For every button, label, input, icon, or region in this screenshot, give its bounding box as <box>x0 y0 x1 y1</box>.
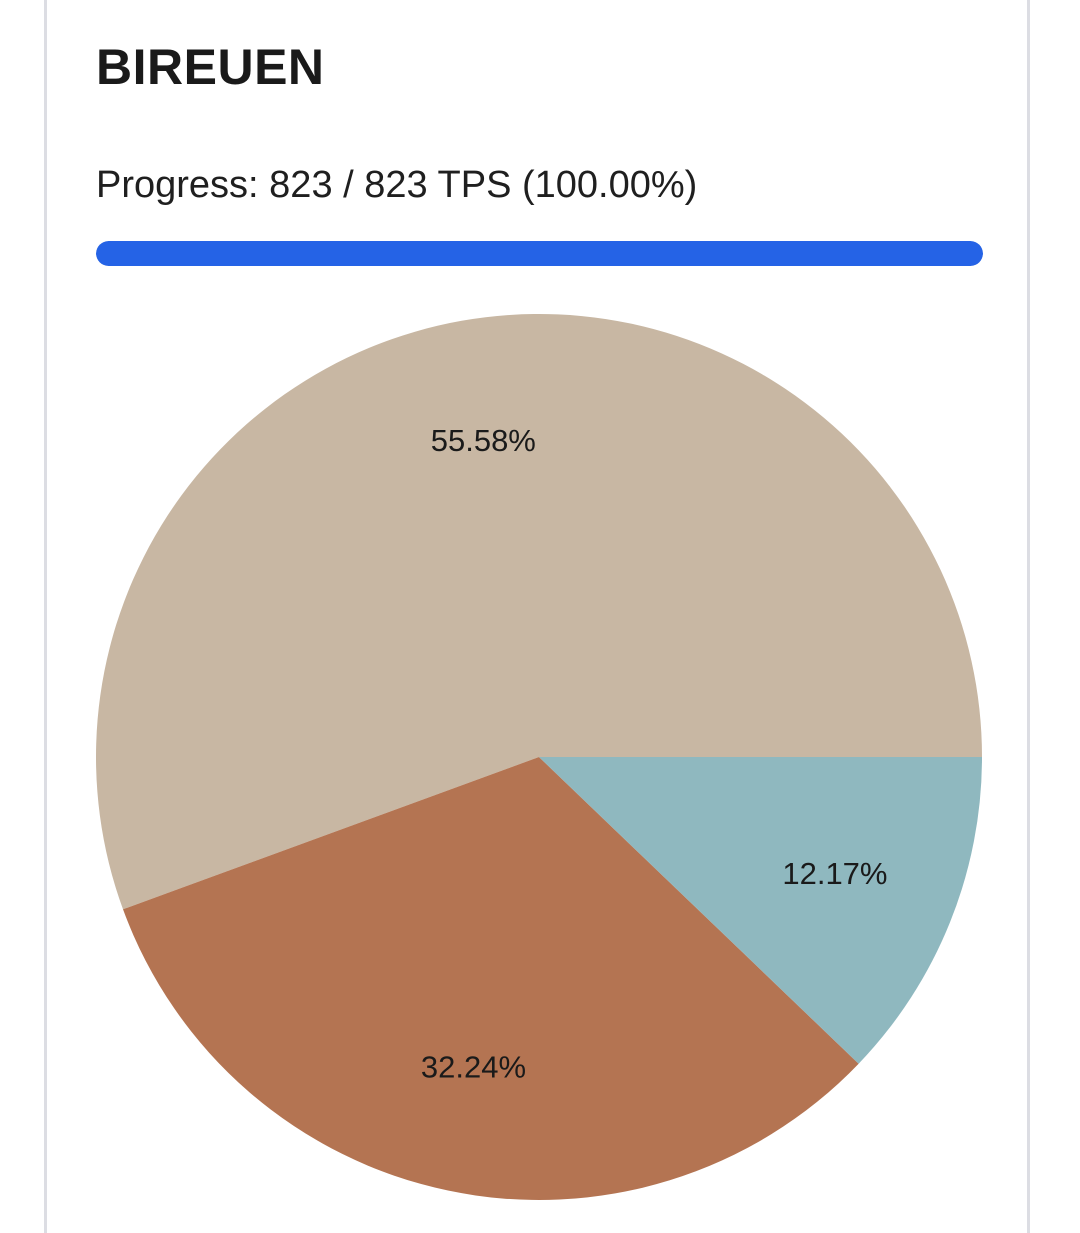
progress-bar-fill <box>96 241 983 266</box>
pie-slice <box>123 757 859 1200</box>
progress-bar <box>96 241 983 266</box>
pie-slice-label: 12.17% <box>782 856 887 891</box>
pie-slice <box>95 314 982 910</box>
progress-label: Progress: 823 / 823 TPS (100.00%) <box>96 164 698 206</box>
pie-slice <box>539 757 982 1064</box>
pie-slice-label: 55.58% <box>431 423 536 458</box>
pie-slice-label: 32.24% <box>421 1049 526 1084</box>
region-title: BIREUEN <box>96 39 325 95</box>
